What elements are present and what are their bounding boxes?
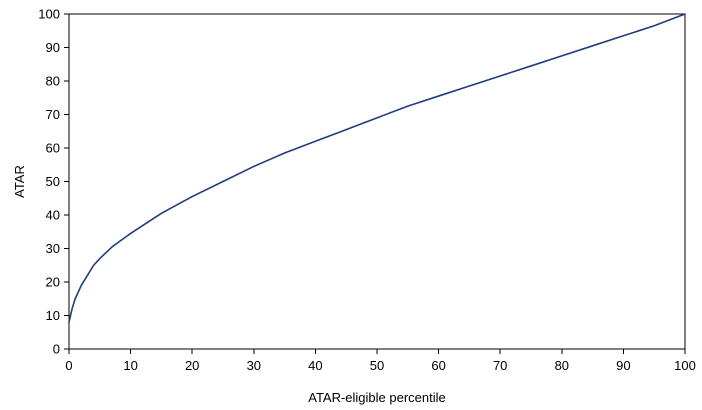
y-tick-label: 70 [46, 107, 60, 122]
x-tick-label: 30 [247, 358, 261, 373]
y-axis-title: ATAR [12, 165, 27, 198]
x-tick-label: 60 [431, 358, 445, 373]
y-tick-label: 20 [46, 275, 60, 290]
x-tick-label: 0 [65, 358, 72, 373]
x-tick-label: 80 [555, 358, 569, 373]
x-axis-title: ATAR-eligible percentile [308, 390, 446, 405]
x-tick-label: 40 [308, 358, 322, 373]
y-axis-ticks: 0 10 20 30 40 50 60 70 80 90 100 [38, 7, 69, 357]
y-tick-label: 100 [38, 7, 60, 22]
y-tick-label: 90 [46, 40, 60, 55]
x-tick-label: 70 [493, 358, 507, 373]
x-axis-ticks: 0 10 20 30 40 50 60 70 80 90 100 [65, 349, 696, 373]
series-line [68, 13, 686, 323]
x-tick-label: 100 [674, 358, 696, 373]
x-tick-label: 20 [185, 358, 199, 373]
x-tick-label: 90 [616, 358, 630, 373]
y-tick-label: 80 [46, 74, 60, 89]
plot-area-frame [68, 13, 686, 350]
y-tick-label: 10 [46, 308, 60, 323]
y-tick-label: 30 [46, 241, 60, 256]
y-tick-label: 0 [53, 342, 60, 357]
x-tick-label: 10 [123, 358, 137, 373]
series-layer [68, 13, 686, 323]
y-tick-label: 40 [46, 208, 60, 223]
x-tick-label: 50 [370, 358, 384, 373]
y-tick-label: 60 [46, 141, 60, 156]
y-tick-label: 50 [46, 174, 60, 189]
